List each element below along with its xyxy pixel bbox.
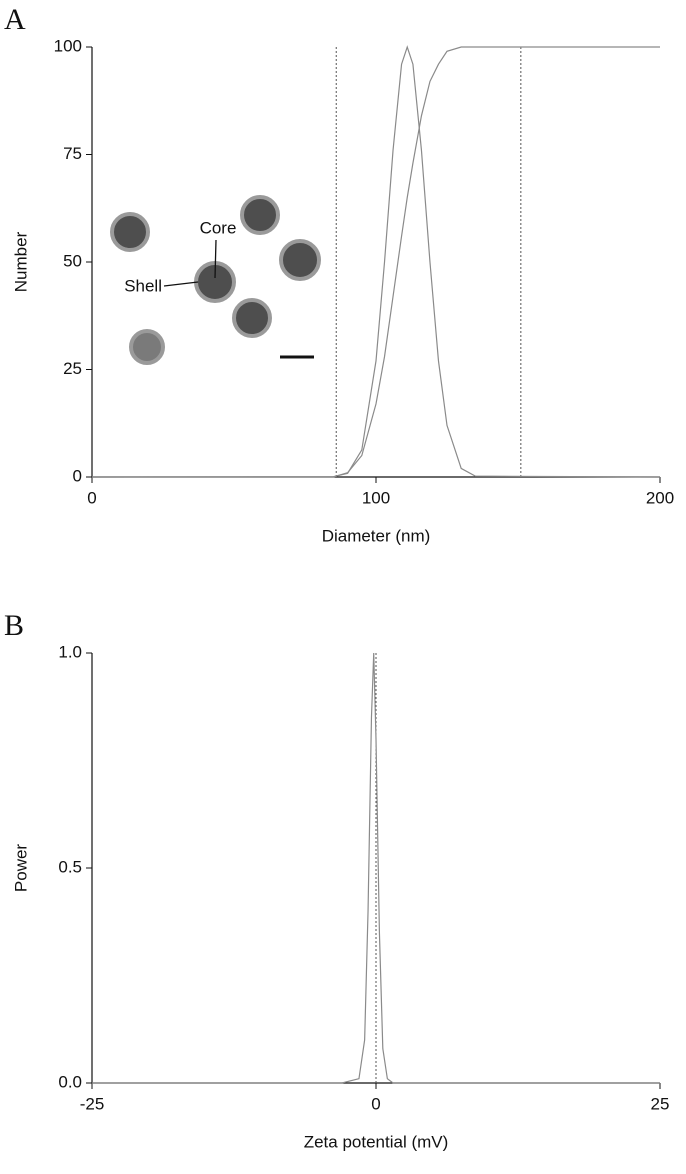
x-axis-label: Diameter (nm) [322, 526, 431, 545]
y-tick-label: 1.0 [58, 642, 82, 661]
panel-label: A [4, 3, 26, 36]
particle [110, 212, 150, 252]
data-line [92, 46, 660, 478]
annotation: Shell [124, 276, 162, 295]
particle [240, 195, 280, 235]
data-line [92, 652, 660, 1084]
inset-image: Core Shell [100, 190, 330, 375]
x-tick-label: 25 [651, 1094, 670, 1113]
particle [129, 329, 165, 365]
x-axis-label: Zeta potential (mV) [304, 1132, 449, 1151]
x-tick-label: 200 [646, 488, 674, 507]
y-tick-label: 75 [63, 144, 82, 163]
particle [279, 239, 321, 281]
x-tick-label: 100 [362, 488, 390, 507]
x-tick-label: 0 [87, 488, 96, 507]
panel-label: B [4, 609, 24, 642]
particle [232, 298, 272, 338]
data-line [91, 45, 661, 478]
x-tick-label: 0 [371, 1094, 380, 1113]
y-axis-label: Number [11, 231, 30, 292]
y-tick-label: 50 [63, 251, 82, 270]
y-axis-label: Power [11, 844, 30, 893]
y-tick-label: 0.5 [58, 857, 82, 876]
y-tick-label: 0 [73, 466, 82, 485]
y-tick-label: 0.0 [58, 1072, 82, 1091]
y-tick-label: 25 [63, 359, 82, 378]
y-tick-label: 100 [54, 36, 82, 55]
pointer [214, 239, 217, 279]
annotation: Core [200, 218, 237, 237]
x-tick-label: -25 [80, 1094, 105, 1113]
pointer [163, 281, 199, 287]
